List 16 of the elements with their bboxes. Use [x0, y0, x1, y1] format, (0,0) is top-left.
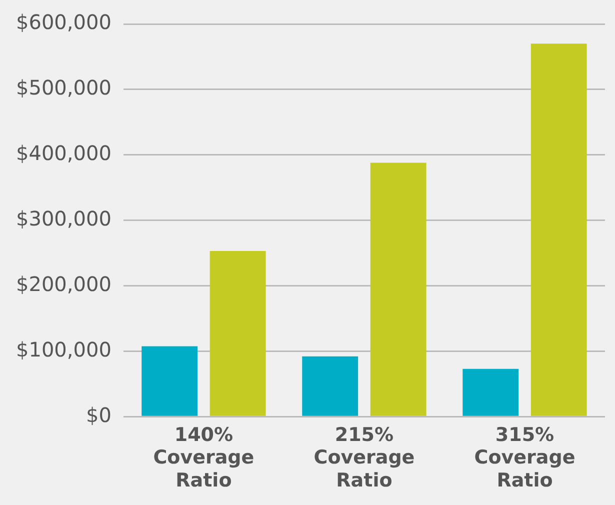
y-tick-label: $300,000 [16, 206, 112, 231]
y-tick-label: $100,000 [16, 337, 112, 362]
x-tick-label: 215% Coverage Ratio [314, 424, 415, 492]
y-tick-label: $500,000 [16, 76, 112, 100]
bar [530, 44, 587, 416]
bar [462, 368, 519, 416]
x-tick-label: 140% Coverage Ratio [153, 424, 254, 492]
bar [210, 251, 266, 416]
bar [370, 162, 426, 416]
bar [302, 356, 358, 416]
x-tick-label: 315% Coverage Ratio [474, 424, 576, 492]
y-tick-label: $0 [86, 402, 112, 427]
bar [142, 346, 198, 416]
y-tick-label: $200,000 [16, 272, 112, 296]
y-tick-label: $600,000 [16, 10, 112, 34]
y-tick-label: $400,000 [16, 141, 112, 166]
